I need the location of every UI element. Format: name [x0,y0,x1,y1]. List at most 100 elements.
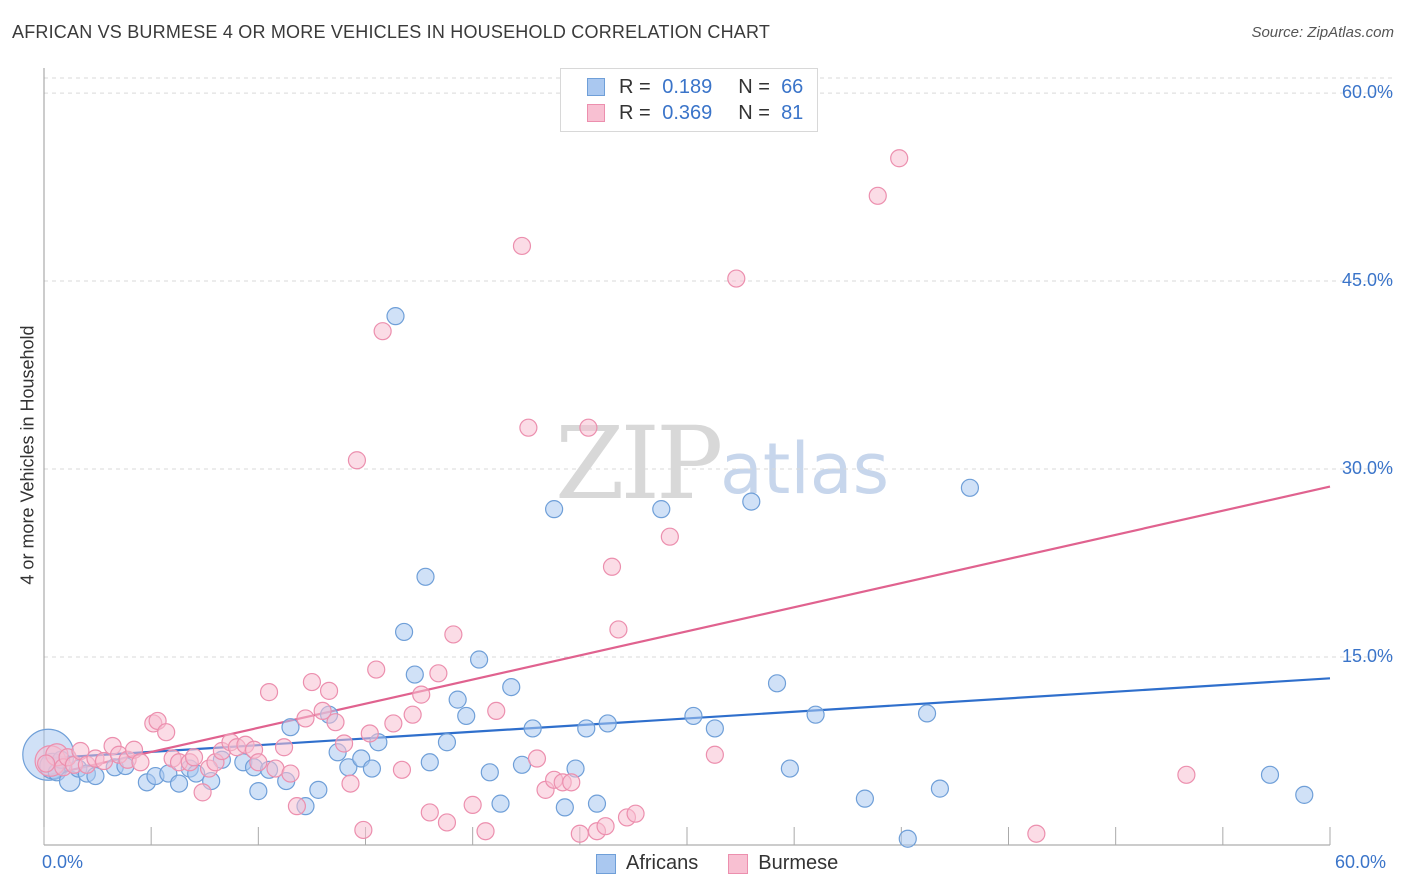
data-point-africans [806,705,825,724]
data-point-africans [930,779,950,798]
data-point-burmese [384,714,403,733]
data-point-burmese [319,681,339,700]
data-point-burmese [326,713,345,732]
burmese-legend-label: Burmese [758,852,839,874]
data-point-africans [767,674,787,693]
data-point-africans [169,774,189,793]
data-point-africans [405,665,424,684]
data-point-africans [780,759,799,778]
data-point-burmese [266,759,285,778]
data-point-burmese [313,701,332,721]
chart-title: AFRICAN VS BURMESE 4 OR MORE VEHICLES IN… [12,22,771,42]
data-point-africans [448,690,467,709]
data-point-burmese [527,749,547,768]
y-tick-label: 30.0% [1341,458,1393,479]
y-tick-label: 15.0% [1341,646,1393,667]
legend-item-africans: Africans [596,852,698,875]
data-point-burmese [287,797,307,816]
data-point-africans [898,829,917,848]
data-point-burmese [660,527,679,546]
data-point-burmese [184,748,204,767]
data-point-africans [652,500,671,519]
n-value-africans: 66 [781,75,804,98]
data-point-burmese [360,724,379,743]
data-point-africans [309,780,328,799]
trend-lines [43,485,1331,778]
data-point-burmese [519,418,538,437]
data-point-africans [598,714,617,733]
data-point-burmese [487,701,506,721]
data-point-burmese [512,236,532,256]
data-point-africans [742,492,761,511]
data-point-burmese [602,557,622,576]
data-point-burmese [37,754,56,773]
y-tick-label: 45.0% [1341,270,1393,291]
africans-swatch [587,78,605,96]
data-point-burmese [259,683,279,702]
data-point-africans [684,706,703,726]
data-point-africans [523,719,542,738]
data-point-burmese [412,685,431,704]
legend-row-burmese: R = 0.369 N = 81 [587,100,803,126]
data-point-africans [917,704,937,723]
data-point-burmese [463,795,482,814]
data-point-burmese [403,705,422,724]
data-point-burmese [626,804,645,823]
data-point-burmese [334,734,354,753]
burmese-legend-swatch [728,853,749,874]
r-value-burmese: 0.369 [662,101,713,124]
n-label: N = [738,101,770,124]
x-tick-max: 60.0% [1335,852,1387,872]
data-point-africans [555,798,574,817]
data-point-burmese [354,820,373,840]
n-value-burmese: 81 [781,101,804,124]
data-point-burmese [579,418,598,437]
data-point-burmese [296,709,315,728]
data-point-burmese [444,625,463,644]
data-point-burmese [373,322,392,341]
data-point-burmese [609,620,628,639]
data-point-burmese [1177,765,1196,784]
data-point-burmese [868,186,887,205]
gridlines [44,77,1392,658]
data-point-africans [960,478,980,497]
data-point-africans [545,500,564,519]
correlation-legend: R = 0.189 N = 66 R = 0.369 N = 81 [560,68,818,132]
data-point-burmese [249,753,268,772]
data-point-africans [469,650,489,669]
data-point-burmese [347,451,367,470]
data-point-burmese [157,723,176,742]
legend-item-burmese: Burmese [728,852,838,875]
data-point-africans [1295,785,1314,804]
y-axis-label: 4 or more Vehicles in Household [17,325,38,585]
data-point-burmese [890,149,909,168]
series-burmese [34,149,1196,843]
data-point-africans [362,759,382,778]
data-point-burmese [367,660,386,679]
burmese-swatch [587,104,605,122]
r-label: R = [619,75,651,98]
data-point-africans [416,567,435,586]
r-value-africans: 0.189 [662,75,713,98]
data-point-africans [480,763,499,782]
data-point-africans [491,794,510,813]
r-label: R = [619,101,651,124]
data-point-burmese [562,773,581,792]
data-point-africans [249,782,268,801]
data-point-africans [855,789,874,808]
axes [43,68,1331,846]
data-point-burmese [1027,824,1046,843]
n-label: N = [738,75,770,98]
data-point-burmese [302,672,322,692]
data-point-burmese [476,822,495,841]
data-point-africans [394,622,414,642]
legend-row-africans: R = 0.189 N = 66 [587,74,803,100]
y-tick-label: 60.0% [1341,82,1393,103]
data-point-africans [420,753,439,772]
data-point-africans [437,733,457,752]
data-point-africans [281,718,300,737]
data-point-burmese [705,745,724,764]
africans-legend-label: Africans [626,852,699,874]
series-legend: Africans Burmese [596,852,868,875]
